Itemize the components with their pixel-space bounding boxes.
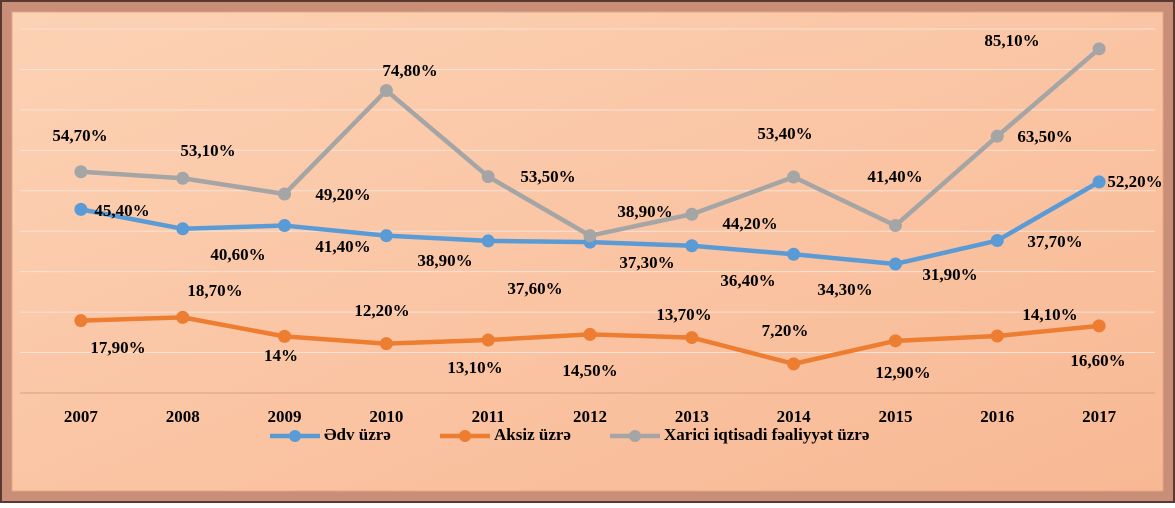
data-label: 53,50% xyxy=(520,167,575,186)
legend-marker xyxy=(629,430,641,442)
data-label: 31,90% xyxy=(922,265,977,284)
data-point xyxy=(888,334,902,348)
data-point xyxy=(1092,42,1106,56)
data-point xyxy=(176,310,190,324)
data-point xyxy=(990,234,1004,248)
data-point xyxy=(787,170,801,184)
data-point xyxy=(685,239,699,253)
data-label: 7,20% xyxy=(762,321,809,340)
legend-label: Ədv üzrə xyxy=(324,425,391,444)
data-label: 40,60% xyxy=(210,245,265,264)
data-point xyxy=(1092,319,1106,333)
x-tick-label: 2013 xyxy=(675,407,709,426)
data-label: 14,50% xyxy=(562,361,617,380)
data-point xyxy=(990,329,1004,343)
data-point xyxy=(379,337,393,351)
x-tick-label: 2010 xyxy=(369,407,403,426)
data-label: 44,20% xyxy=(722,214,777,233)
data-label: 14% xyxy=(264,346,298,365)
data-label: 54,70% xyxy=(52,126,107,145)
x-tick-label: 2011 xyxy=(472,407,505,426)
data-label: 36,40% xyxy=(720,271,775,290)
data-point xyxy=(176,222,190,236)
data-label: 37,30% xyxy=(619,253,674,272)
data-point xyxy=(685,207,699,221)
data-point xyxy=(379,83,393,97)
data-label: 41,40% xyxy=(315,237,370,256)
data-point xyxy=(74,314,88,328)
data-label: 74,80% xyxy=(382,61,437,80)
data-point xyxy=(685,331,699,345)
x-tick-label: 2017 xyxy=(1082,407,1117,426)
x-tick-label: 2008 xyxy=(166,407,200,426)
plot-background xyxy=(11,11,1164,492)
data-point xyxy=(990,129,1004,143)
data-point xyxy=(583,327,597,341)
data-label: 38,90% xyxy=(617,202,672,221)
data-label: 37,70% xyxy=(1027,232,1082,251)
data-label: 38,90% xyxy=(417,251,472,270)
data-label: 85,10% xyxy=(984,31,1039,50)
data-point xyxy=(176,171,190,185)
data-point xyxy=(787,357,801,371)
data-point xyxy=(481,170,495,184)
data-label: 17,90% xyxy=(90,338,145,357)
legend-label: Aksiz üzrə xyxy=(494,425,571,444)
data-label: 53,40% xyxy=(757,124,812,143)
data-point xyxy=(787,247,801,261)
data-point xyxy=(74,165,88,179)
x-tick-label: 2015 xyxy=(878,407,912,426)
data-label: 13,10% xyxy=(447,358,502,377)
x-tick-label: 2016 xyxy=(980,407,1014,426)
data-label: 49,20% xyxy=(315,185,370,204)
data-label: 52,20% xyxy=(1107,172,1162,191)
data-label: 63,50% xyxy=(1017,127,1072,146)
data-point xyxy=(888,219,902,233)
x-tick-label: 2007 xyxy=(64,407,99,426)
data-point xyxy=(888,257,902,271)
data-point xyxy=(481,333,495,347)
data-point xyxy=(379,229,393,243)
data-point xyxy=(278,187,292,201)
data-label: 34,30% xyxy=(817,280,872,299)
data-label: 37,60% xyxy=(507,279,562,298)
data-point xyxy=(583,229,597,243)
x-tick-label: 2009 xyxy=(268,407,302,426)
data-label: 53,10% xyxy=(180,141,235,160)
data-point xyxy=(278,219,292,233)
data-label: 12,90% xyxy=(875,363,930,382)
data-label: 45,40% xyxy=(94,201,149,220)
data-label: 14,10% xyxy=(1022,305,1077,324)
data-point xyxy=(74,202,88,216)
data-label: 13,70% xyxy=(656,305,711,324)
legend-marker xyxy=(289,430,301,442)
legend-marker xyxy=(459,430,471,442)
x-tick-label: 2014 xyxy=(777,407,812,426)
legend-label: Xarici iqtisadi fəaliyyət üzrə xyxy=(664,425,869,444)
data-label: 12,20% xyxy=(354,301,409,320)
data-point xyxy=(278,329,292,343)
data-point xyxy=(481,234,495,248)
x-tick-label: 2012 xyxy=(573,407,607,426)
data-point xyxy=(1092,175,1106,189)
data-label: 41,40% xyxy=(867,167,922,186)
data-label: 16,60% xyxy=(1070,351,1125,370)
data-label: 18,70% xyxy=(187,281,242,300)
